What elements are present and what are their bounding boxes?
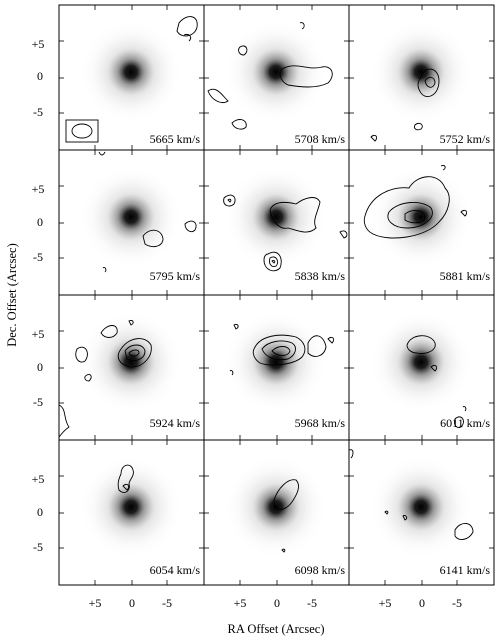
channel-panel: 5665 km/s	[58, 4, 205, 151]
velocity-label: 5752 km/s	[440, 132, 491, 146]
channel-panel: 5795 km/s	[58, 149, 205, 296]
y-axis-title: Dec. Offset (Arcsec)	[5, 243, 19, 347]
y-tick-label: 0	[37, 360, 43, 374]
x-tick-label: +5	[89, 596, 102, 610]
velocity-label: 5838 km/s	[295, 269, 346, 283]
channel-panel: 5752 km/s	[348, 4, 495, 151]
y-tick-label: -5	[33, 105, 43, 119]
y-tick-labels: +5 0 -5 +5 0 -5 +5 0 -5 +5 0 -5	[32, 37, 45, 554]
y-tick-label: +5	[32, 37, 45, 51]
channel-panel: 5881 km/s	[348, 149, 495, 296]
velocity-label: 5881 km/s	[440, 269, 491, 283]
velocity-label: 5665 km/s	[150, 132, 201, 146]
beam-ellipse	[71, 123, 93, 139]
velocity-label: 6141 km/s	[440, 563, 491, 577]
channel-panel: 5924 km/s	[58, 294, 205, 441]
channel-panel: 6141 km/s	[348, 439, 495, 586]
x-tick-label: -5	[307, 596, 317, 610]
x-tick-labels: +5 0 -5 +5 0 -5 +5 0 -5	[89, 596, 462, 610]
x-tick-label: 0	[419, 596, 425, 610]
y-tick-label: 0	[37, 505, 43, 519]
beam-box	[65, 119, 99, 143]
x-tick-label: 0	[274, 596, 280, 610]
y-tick-label: +5	[32, 472, 45, 486]
channel-panel: 5968 km/s	[203, 294, 350, 441]
channel-panel: 6054 km/s	[58, 439, 205, 586]
velocity-label: 6011 km/s	[440, 416, 490, 430]
channel-panel: 6011 km/s	[348, 294, 495, 441]
x-tick-label: +5	[234, 596, 247, 610]
y-tick-label: +5	[32, 327, 45, 341]
tick-marks	[59, 5, 494, 585]
velocity-label: 6054 km/s	[150, 563, 201, 577]
y-tick-label: -5	[33, 395, 43, 409]
velocity-label: 5924 km/s	[150, 416, 201, 430]
x-axis-title: RA Offset (Arcsec)	[228, 622, 325, 636]
y-tick-label: 0	[37, 215, 43, 229]
channel-panel: 6098 km/s	[203, 439, 350, 586]
x-tick-label: -5	[162, 596, 172, 610]
channel-panel: 5708 km/s	[203, 4, 350, 151]
y-tick-label: 0	[37, 69, 43, 83]
y-tick-label: -5	[33, 250, 43, 264]
velocity-label: 6098 km/s	[295, 563, 346, 577]
x-tick-label: 0	[129, 596, 135, 610]
velocity-label: 5795 km/s	[150, 269, 201, 283]
y-tick-label: +5	[32, 182, 45, 196]
x-tick-label: +5	[379, 596, 392, 610]
channel-panel: 5838 km/s	[203, 149, 350, 296]
velocity-label: 5968 km/s	[295, 416, 346, 430]
x-tick-label: -5	[452, 596, 462, 610]
velocity-label: 5708 km/s	[295, 132, 346, 146]
y-tick-label: -5	[33, 540, 43, 554]
